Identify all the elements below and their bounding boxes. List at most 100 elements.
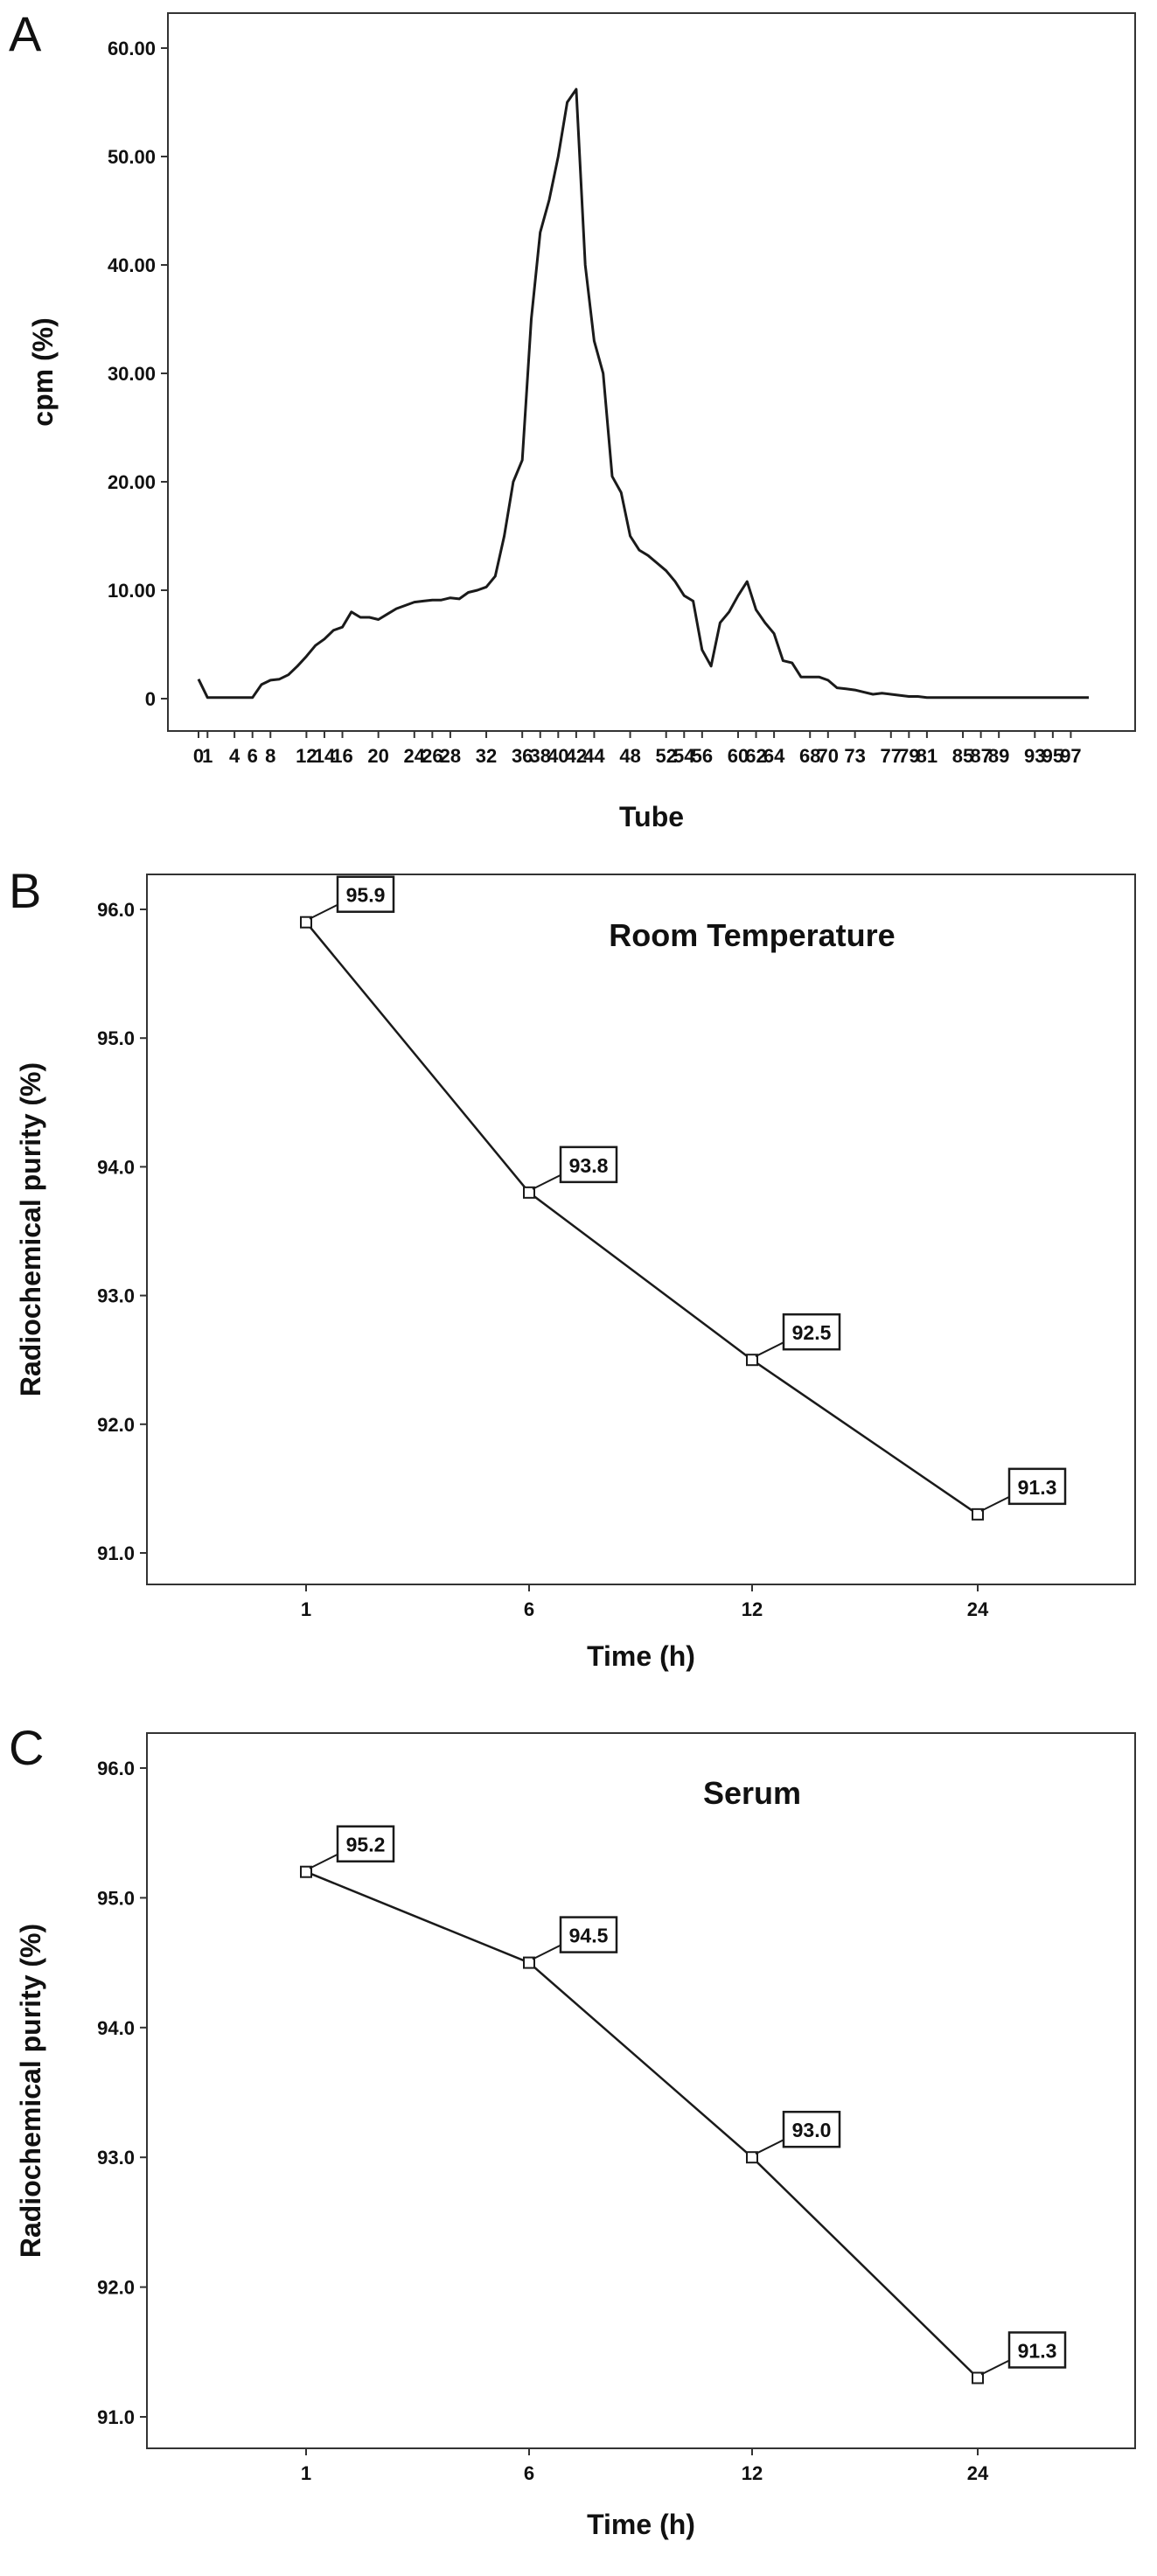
x-tick-label: 73 bbox=[844, 745, 865, 767]
data-label-box bbox=[1007, 1467, 1067, 1506]
data-label-box bbox=[559, 1145, 618, 1184]
x-tick-label: 85 bbox=[952, 745, 973, 767]
x-tick-label: 79 bbox=[898, 745, 919, 767]
x-tick-label: 24 bbox=[967, 1598, 989, 1620]
x-tick-label: 12 bbox=[296, 745, 317, 767]
y-tick-label: 30.00 bbox=[108, 363, 156, 385]
plot-frame bbox=[167, 12, 1136, 732]
data-point bbox=[746, 1354, 758, 1367]
data-label: 95.9 bbox=[346, 884, 386, 907]
x-tick-label: 62 bbox=[745, 745, 766, 767]
y-tick-label: 95.0 bbox=[97, 1027, 135, 1049]
data-label-box bbox=[336, 875, 395, 913]
x-tick-label: 6 bbox=[524, 2462, 534, 2484]
y-tick-label: 93.0 bbox=[97, 1285, 135, 1307]
x-tick-label: 54 bbox=[673, 745, 695, 767]
x-tick-label: 8 bbox=[265, 745, 275, 767]
x-tick-label: 24 bbox=[404, 745, 426, 767]
room-temperature-stability-chart: 91.0 92.0 93.0 94.0 95.0 96.0 1 6 12 24 95.9 93.8 92… bbox=[9, 863, 1136, 1672]
panel-letter: C bbox=[9, 1720, 44, 1775]
y-tick-label: 50.00 bbox=[108, 146, 156, 168]
y-axis-title: cpm (%) bbox=[27, 317, 59, 426]
data-label-box bbox=[1007, 2331, 1067, 2369]
data-label: 91.3 bbox=[1018, 2339, 1057, 2362]
data-label-leader bbox=[755, 1341, 784, 1358]
data-label: 93.8 bbox=[569, 1154, 609, 1177]
x-tick-label: 93 bbox=[1024, 745, 1045, 767]
x-axis-title: Time (h) bbox=[587, 2509, 695, 2540]
data-point bbox=[972, 1507, 984, 1521]
panel-letter: B bbox=[9, 863, 41, 918]
data-label-leader bbox=[980, 1495, 1010, 1512]
x-tick-label: 56 bbox=[692, 745, 713, 767]
series-line bbox=[305, 921, 979, 1515]
x-tick-label: 6 bbox=[524, 1598, 534, 1620]
x-tick-label: 12 bbox=[742, 2462, 763, 2484]
x-tick-label: 64 bbox=[763, 745, 785, 767]
y-tick-label: 91.0 bbox=[97, 2406, 135, 2428]
x-tick-label: 6 bbox=[247, 745, 258, 767]
x-tick-label: 77 bbox=[881, 745, 902, 767]
x-tick-label: 4 bbox=[229, 745, 240, 767]
series-line bbox=[305, 1870, 979, 2379]
x-tick-label: 1 bbox=[202, 745, 213, 767]
y-tick-label: 93.0 bbox=[97, 2147, 135, 2169]
x-tick-label: 48 bbox=[619, 745, 640, 767]
data-label: 93.0 bbox=[792, 2119, 832, 2141]
data-point bbox=[972, 2371, 984, 2385]
panel-b: 91.0 92.0 93.0 94.0 95.0 96.0 1 6 12 24 95.9 93.8 92… bbox=[0, 857, 1157, 1714]
x-tick-label: 12 bbox=[742, 1598, 763, 1620]
y-tick-label: 94.0 bbox=[97, 1156, 135, 1178]
x-tick-label: 60 bbox=[728, 745, 749, 767]
data-point bbox=[300, 916, 312, 929]
x-tick-label: 16 bbox=[331, 745, 352, 767]
x-tick-label: 40 bbox=[547, 745, 568, 767]
x-tick-label: 24 bbox=[967, 2462, 989, 2484]
x-tick-label: 87 bbox=[970, 745, 991, 767]
x-tick-label: 1 bbox=[301, 1598, 311, 1620]
y-axis-title: Radiochemical purity (%) bbox=[15, 1062, 46, 1396]
y-tick-label: 95.0 bbox=[97, 1887, 135, 1909]
panel-c: 91.0 92.0 93.0 94.0 95.0 96.0 1 6 12 24 95.2 94.5 93… bbox=[0, 1714, 1157, 2576]
y-tick-label: 0 bbox=[145, 688, 156, 710]
x-tick-label: 52 bbox=[655, 745, 676, 767]
serum-stability-chart: 91.0 92.0 93.0 94.0 95.0 96.0 1 6 12 24 95.2 94.5 93… bbox=[9, 1720, 1136, 2540]
data-label: 92.5 bbox=[792, 1321, 832, 1344]
x-tick-label: 97 bbox=[1060, 745, 1081, 767]
data-label-leader bbox=[532, 1173, 561, 1190]
x-axis-title: Time (h) bbox=[587, 1640, 695, 1672]
x-tick-label: 26 bbox=[422, 745, 443, 767]
x-tick-label: 70 bbox=[818, 745, 839, 767]
y-tick-label: 40.00 bbox=[108, 254, 156, 276]
panel-letter: A bbox=[9, 6, 42, 61]
x-axis-title: Tube bbox=[619, 801, 684, 832]
y-tick-label: 96.0 bbox=[97, 899, 135, 921]
data-point bbox=[523, 1956, 535, 1969]
data-label: 95.2 bbox=[346, 1834, 386, 1856]
x-tick-label: 20 bbox=[367, 745, 388, 767]
series-line bbox=[197, 87, 1089, 700]
data-label-leader bbox=[755, 2139, 784, 2155]
y-tick-label: 60.00 bbox=[108, 38, 156, 59]
y-tick-label: 10.00 bbox=[108, 580, 156, 602]
chart-title: Room Temperature bbox=[609, 917, 895, 953]
x-tick-label: 14 bbox=[314, 745, 336, 767]
x-tick-label: 28 bbox=[440, 745, 461, 767]
y-tick-label: 92.0 bbox=[97, 2277, 135, 2299]
y-tick-label: 92.0 bbox=[97, 1414, 135, 1436]
data-point bbox=[300, 1865, 312, 1878]
x-tick-label: 44 bbox=[583, 745, 605, 767]
x-tick-label: 36 bbox=[512, 745, 533, 767]
x-tick-label: 42 bbox=[566, 745, 587, 767]
y-tick-label: 20.00 bbox=[108, 471, 156, 493]
data-label-box bbox=[336, 1825, 395, 1862]
y-tick-label: 91.0 bbox=[97, 1542, 135, 1564]
data-label: 94.5 bbox=[569, 1925, 609, 1947]
y-axis-title: Radiochemical purity (%) bbox=[15, 1924, 46, 2258]
x-tick-label: 68 bbox=[799, 745, 820, 767]
chart-title: Serum bbox=[703, 1775, 801, 1811]
data-label-leader bbox=[980, 2359, 1010, 2376]
plot-frame bbox=[146, 1732, 1136, 2449]
data-label-box bbox=[782, 2110, 841, 2148]
